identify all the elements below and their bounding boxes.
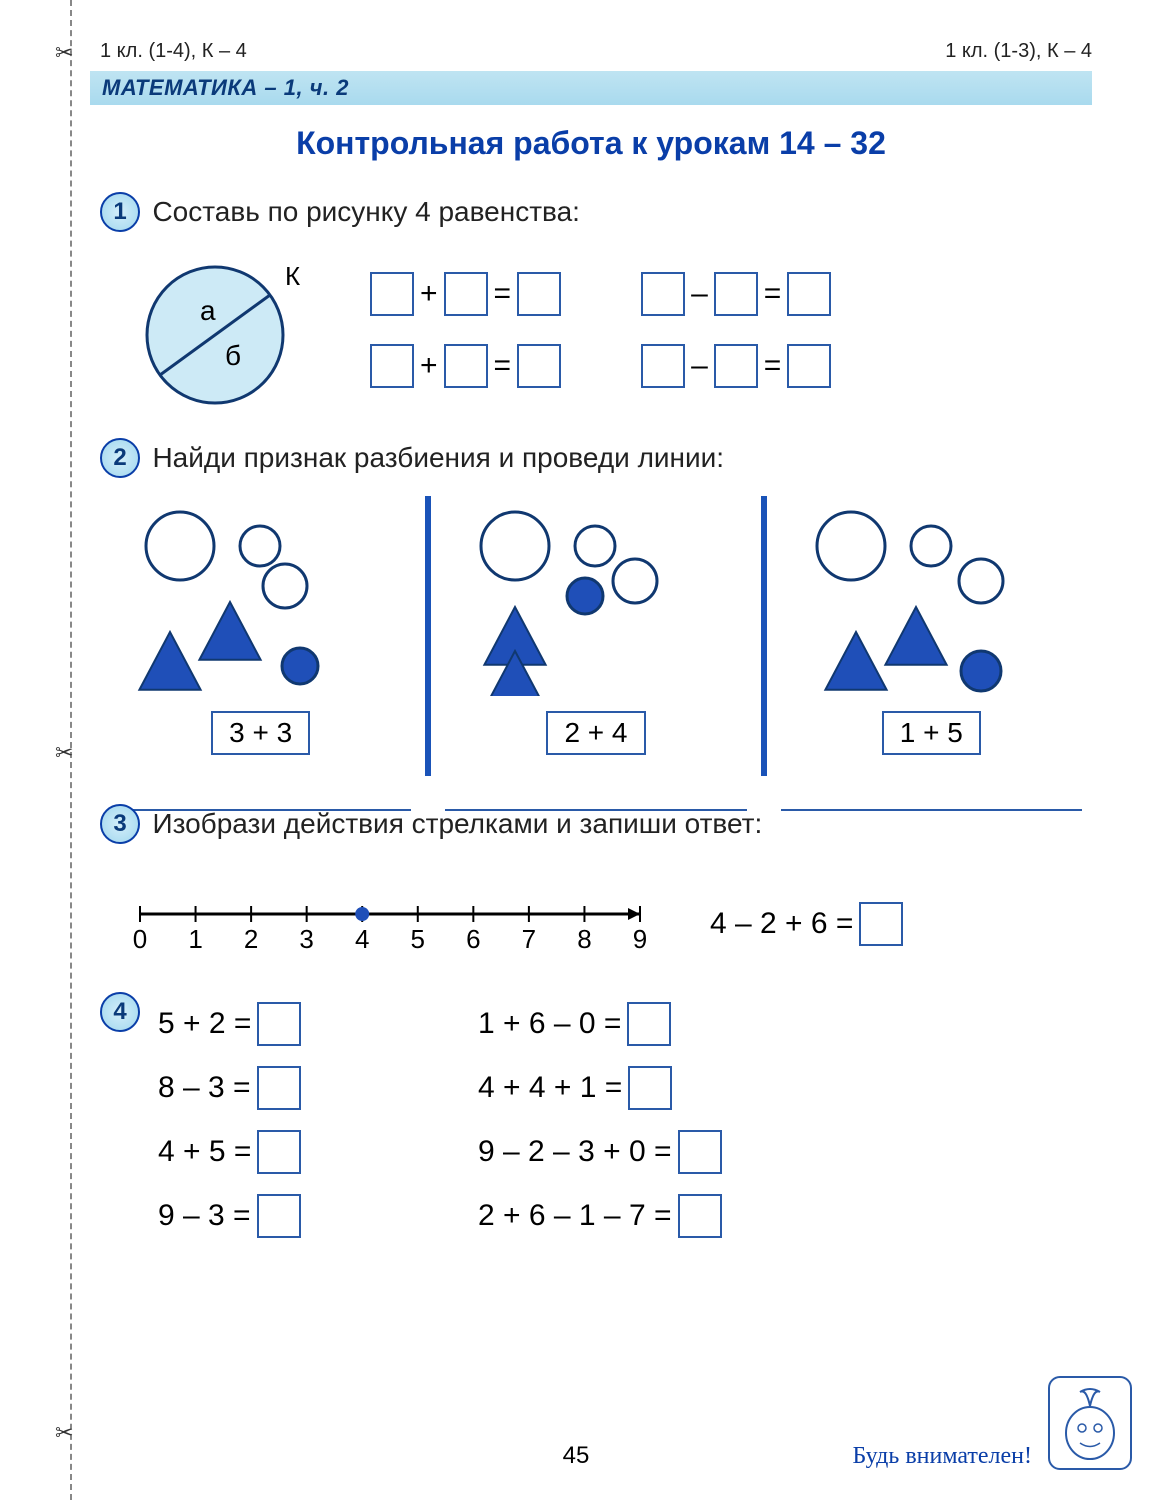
equations-grid: 5 + 2 = 1 + 6 – 0 = 8 – 3 = 4 + 4 + 1 = … [158, 1002, 878, 1238]
expression-text: 1 + 6 – 0 = [478, 1007, 621, 1041]
svg-text:3: 3 [299, 924, 313, 954]
expression-box: 1 + 5 [882, 711, 981, 755]
panel-separator [425, 496, 431, 776]
task-number: 4 [100, 992, 140, 1032]
equation: 2 + 6 – 1 – 7 = [478, 1194, 878, 1238]
blank-box[interactable] [257, 1130, 301, 1174]
svg-text:5: 5 [411, 924, 425, 954]
equation: – = [641, 272, 831, 316]
svg-text:8: 8 [577, 924, 591, 954]
equation: + = [370, 344, 561, 388]
shapes-svg [445, 506, 675, 696]
number-line: 0 1 2 3 4 5 6 7 8 9 [120, 884, 660, 964]
task-text: Найди признак разбиения и проведи линии: [152, 442, 724, 473]
panel-separator [761, 496, 767, 776]
blank-box[interactable] [859, 902, 903, 946]
blank-box[interactable] [370, 344, 414, 388]
equation: 1 + 6 – 0 = [478, 1002, 878, 1046]
label-b: б [225, 340, 241, 371]
blank-box[interactable] [517, 344, 561, 388]
svg-text:0: 0 [133, 924, 147, 954]
blank-box[interactable] [628, 1066, 672, 1110]
svg-text:6: 6 [466, 924, 480, 954]
equation: 4 + 5 = [158, 1130, 438, 1174]
equation: 4 + 4 + 1 = [478, 1066, 878, 1110]
task-4: 4 5 + 2 = 1 + 6 – 0 = 8 – 3 = 4 + 4 + 1 … [90, 992, 1092, 1238]
blank-box[interactable] [517, 272, 561, 316]
blank-box[interactable] [787, 272, 831, 316]
equation: + = [370, 272, 561, 316]
task-number: 1 [100, 192, 140, 232]
blank-box[interactable] [444, 344, 488, 388]
expression-text: 4 + 5 = [158, 1135, 251, 1169]
blank-box[interactable] [257, 1002, 301, 1046]
blank-box[interactable] [787, 344, 831, 388]
blank-box[interactable] [257, 1194, 301, 1238]
blank-box[interactable] [444, 272, 488, 316]
blank-box[interactable] [678, 1130, 722, 1174]
equation: 9 – 2 – 3 + 0 = [478, 1130, 878, 1174]
task-text: Составь по рисунку 4 равенства: [152, 196, 579, 227]
shapes-panel: 2 + 4 [435, 496, 756, 776]
label-k: К [285, 261, 300, 291]
shapes-svg [110, 506, 340, 696]
expression-text: 4 – 2 + 6 = [710, 907, 853, 941]
blank-box[interactable] [641, 272, 685, 316]
svg-text:7: 7 [522, 924, 536, 954]
expression-text: 5 + 2 = [158, 1007, 251, 1041]
svg-text:9: 9 [633, 924, 647, 954]
task-3: 3 Изобрази действия стрелками и запиши о… [90, 804, 1092, 964]
page-number: 45 [563, 1442, 590, 1470]
equations-grid: + = – = + = – = [370, 272, 831, 388]
equation: 9 – 3 = [158, 1194, 438, 1238]
mascot-icon [1048, 1376, 1132, 1470]
expression-text: 4 + 4 + 1 = [478, 1071, 622, 1105]
blank-box[interactable] [257, 1066, 301, 1110]
blank-box[interactable] [714, 272, 758, 316]
page-header: 1 кл. (1-4), К – 4 1 кл. (1-3), К – 4 [90, 40, 1092, 63]
expression-box: 3 + 3 [211, 711, 310, 755]
blank-box[interactable] [678, 1194, 722, 1238]
blank-box[interactable] [714, 344, 758, 388]
shapes-panel: 3 + 3 [100, 496, 421, 776]
svg-text:1: 1 [188, 924, 202, 954]
equation: 8 – 3 = [158, 1066, 438, 1110]
expression-text: 9 – 2 – 3 + 0 = [478, 1135, 672, 1169]
scissors-icon: ✂ [55, 1420, 73, 1446]
task-1: 1 Составь по рисунку 4 равенства: а б К … [90, 192, 1092, 410]
expression-text: 8 – 3 = [158, 1071, 251, 1105]
equation: – = [641, 344, 831, 388]
task-2: 2 Найди признак разбиения и проведи лини… [90, 438, 1092, 776]
task-number: 2 [100, 438, 140, 478]
header-left: 1 кл. (1-4), К – 4 [100, 40, 247, 63]
task-number: 3 [100, 804, 140, 844]
expression-text: 9 – 3 = [158, 1199, 251, 1233]
task-text: Изобрази действия стрелками и запиши отв… [152, 808, 762, 839]
equation: 5 + 2 = [158, 1002, 438, 1046]
expression-text: 2 + 6 – 1 – 7 = [478, 1199, 672, 1233]
worksheet-page: ✂ ✂ ✂ 1 кл. (1-4), К – 4 1 кл. (1-3), К … [0, 0, 1152, 1500]
task3-expression: 4 – 2 + 6 = [710, 902, 903, 946]
panels-row: 3 + 3 2 + 4 1 + 5 [100, 496, 1092, 776]
set-diagram: а б К [130, 250, 310, 410]
blank-box[interactable] [370, 272, 414, 316]
subject-bar: МАТЕМАТИКА – 1, ч. 2 [90, 71, 1092, 105]
shapes-panel: 1 + 5 [771, 496, 1092, 776]
main-title: Контрольная работа к урокам 14 – 32 [90, 125, 1092, 162]
svg-text:4: 4 [355, 924, 369, 954]
blank-box[interactable] [627, 1002, 671, 1046]
shapes-svg [781, 506, 1011, 696]
header-right: 1 кл. (1-3), К – 4 [945, 40, 1092, 63]
blank-box[interactable] [641, 344, 685, 388]
scissors-icon: ✂ [55, 40, 73, 66]
footer-note: Будь внимателен! [852, 1443, 1032, 1470]
expression-box: 2 + 4 [546, 711, 645, 755]
scissors-icon: ✂ [55, 740, 73, 766]
label-a: а [200, 295, 216, 326]
svg-text:2: 2 [244, 924, 258, 954]
